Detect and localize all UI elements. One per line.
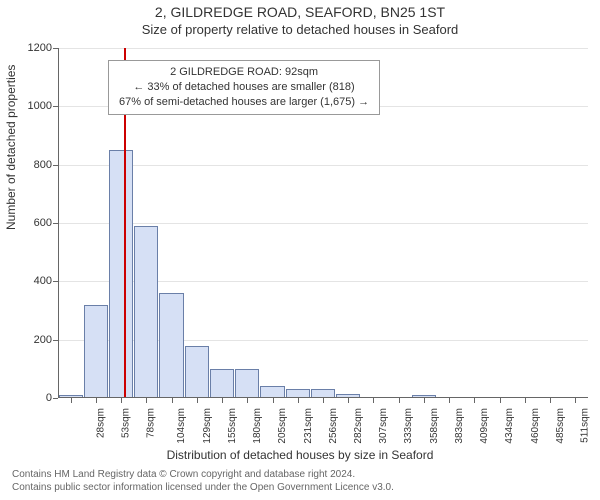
x-tick-label: 282sqm: [353, 408, 364, 444]
title-block: 2, GILDREDGE ROAD, SEAFORD, BN25 1ST Siz…: [0, 4, 600, 37]
y-tick-label: 0: [46, 392, 58, 404]
x-tick-label: 307sqm: [378, 408, 389, 444]
footer-line-1: Contains HM Land Registry data © Crown c…: [12, 468, 394, 481]
plot-area: 02004006008001000120028sqm53sqm78sqm104s…: [58, 48, 588, 398]
x-tick: [525, 398, 526, 403]
y-tick-label: 800: [34, 159, 58, 171]
x-tick: [399, 398, 400, 403]
x-tick-label: 485sqm: [555, 408, 566, 444]
x-tick-label: 409sqm: [479, 408, 490, 444]
x-tick: [298, 398, 299, 403]
x-tick-label: 256sqm: [328, 408, 339, 444]
x-tick: [500, 398, 501, 403]
x-tick-label: 104sqm: [176, 408, 187, 444]
x-tick-label: 511sqm: [579, 408, 590, 443]
x-tick: [323, 398, 324, 403]
x-axis-label: Distribution of detached houses by size …: [0, 448, 600, 462]
x-tick: [96, 398, 97, 403]
x-tick-label: 205sqm: [277, 408, 288, 444]
x-tick: [474, 398, 475, 403]
x-tick-label: 129sqm: [202, 408, 213, 444]
x-tick: [373, 398, 374, 403]
y-tick-label: 1200: [28, 42, 58, 54]
figure-container: 2, GILDREDGE ROAD, SEAFORD, BN25 1ST Siz…: [0, 0, 600, 500]
x-tick: [71, 398, 72, 403]
x-tick: [146, 398, 147, 403]
y-tick-label: 600: [34, 217, 58, 229]
x-tick: [172, 398, 173, 403]
figure-title: 2, GILDREDGE ROAD, SEAFORD, BN25 1ST: [0, 4, 600, 20]
x-tick: [550, 398, 551, 403]
x-tick-label: 434sqm: [505, 408, 516, 444]
y-tick-label: 200: [34, 334, 58, 346]
x-tick: [575, 398, 576, 403]
x-tick: [449, 398, 450, 403]
x-tick-label: 358sqm: [429, 408, 440, 444]
plot-border: [58, 48, 588, 398]
x-tick: [273, 398, 274, 403]
x-tick: [197, 398, 198, 403]
x-tick-label: 53sqm: [120, 408, 131, 438]
y-tick-label: 400: [34, 275, 58, 287]
x-tick-label: 180sqm: [252, 408, 263, 444]
x-tick-label: 333sqm: [404, 408, 415, 444]
x-tick-label: 231sqm: [303, 408, 314, 444]
x-tick: [247, 398, 248, 403]
x-tick: [348, 398, 349, 403]
x-tick-label: 383sqm: [454, 408, 465, 444]
footer-attribution: Contains HM Land Registry data © Crown c…: [12, 468, 394, 494]
x-tick: [424, 398, 425, 403]
x-tick-label: 28sqm: [95, 408, 106, 438]
x-tick-label: 460sqm: [530, 408, 541, 444]
y-axis-label: Number of detached properties: [4, 65, 18, 230]
footer-line-2: Contains public sector information licen…: [12, 481, 394, 494]
figure-subtitle: Size of property relative to detached ho…: [0, 22, 600, 37]
x-tick: [121, 398, 122, 403]
y-tick-label: 1000: [28, 100, 58, 112]
x-tick: [222, 398, 223, 403]
x-tick-label: 78sqm: [146, 408, 157, 438]
x-tick-label: 155sqm: [227, 408, 238, 444]
